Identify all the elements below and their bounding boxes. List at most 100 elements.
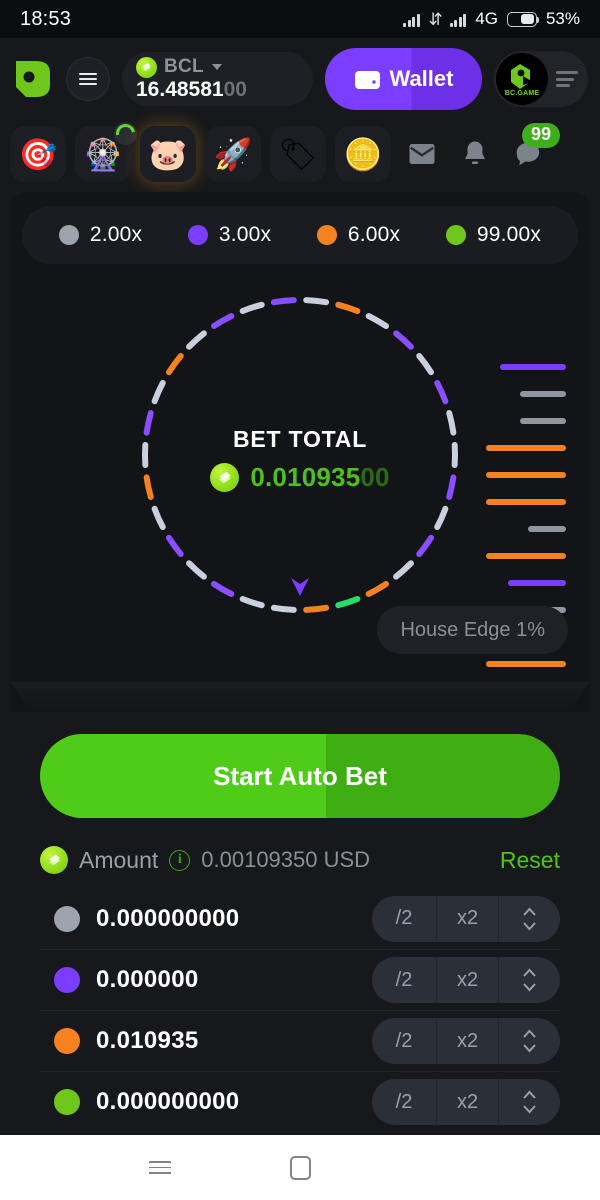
legend-label-1: 3.00x [218,223,272,246]
bet-row-0[interactable]: 0.000000000/2 x2 [40,888,560,949]
home-button[interactable] [270,1148,330,1188]
balance-dim: 00 [223,78,247,102]
recents-button[interactable] [130,1148,190,1188]
chat-button[interactable]: 99 [506,123,560,176]
wheel-segment-26 [186,330,207,350]
bet-row-3[interactable]: 0.000000000/2 x2 [40,1071,560,1132]
bcl-coin-icon-amount [40,846,68,874]
bet-total-value-main: 0.010935 [250,462,361,492]
notifications-button[interactable] [453,132,497,176]
result-bar-8 [508,580,566,586]
wheel-segment-2 [365,313,389,330]
quick-tile-wheel[interactable]: 🎡 [75,122,137,182]
quick-tile-target[interactable]: 🎯 [10,126,66,182]
bcl-coin-icon-center [210,463,240,492]
account-area[interactable]: BC.GAME [494,51,588,107]
wheel-segment-8 [446,474,457,500]
legend-item-1[interactable]: 3.00x [187,223,272,247]
bet-row-dot-0 [54,905,80,932]
fortune-wheel[interactable] [123,278,477,632]
network-type-label: 4G [475,9,498,28]
chat-bubble-icon [516,142,540,166]
chat-unread-badge: 99 [521,123,560,148]
spinner-arrows-1[interactable] [498,957,560,1003]
bet-row-value-2: 0.010935 [96,1027,199,1054]
halve-button-2[interactable]: /2 [395,1029,413,1052]
status-bar: 18:53 ⇵ 4G 53% [0,0,600,38]
wheel-segment-16 [239,596,265,609]
bet-row-dot-3 [54,1089,80,1115]
legend-item-2[interactable]: 6.00x [316,223,401,247]
wheel-segment-11 [393,560,414,580]
chevron-down-icon[interactable] [211,64,222,71]
bet-row-1[interactable]: 0.000000/2 x2 [40,949,560,1010]
back-button[interactable] [410,1148,470,1195]
double-button-0[interactable]: x2 [436,895,498,942]
wallet-button[interactable]: Wallet [325,48,482,110]
quick-access-bar: 🎯 🎡 🐷 🚀 🏷 🪙 99 [0,120,600,192]
halve-button-1[interactable]: /2 [395,968,413,991]
double-button-3[interactable]: x2 [436,1079,498,1125]
hamburger-icon [79,70,97,89]
legend-item-0[interactable]: 2.00x [58,223,142,247]
quick-tile-coin[interactable]: 🪙 [335,126,391,182]
wallet-icon [354,68,381,90]
wheel-segment-24 [151,379,166,405]
battery-percent-label: 53% [545,9,580,28]
wheel-segment-27 [211,313,235,330]
start-auto-bet-button[interactable]: Start Auto Bet [40,734,560,818]
wheel-segment-20 [151,505,166,531]
quick-tile-rocket[interactable]: 🚀 [205,126,261,182]
quick-tile-piggy[interactable]: 🐷 [140,126,196,182]
avatar[interactable]: BC.GAME [496,53,548,105]
bet-stepper-1: /2 x2 [372,957,560,1003]
wheel-segment-28 [239,301,265,314]
spinner-arrows-0[interactable] [498,895,560,942]
spinner-arrows-3[interactable] [498,1079,560,1125]
halve-button-3[interactable]: /2 [395,1090,413,1113]
halve-button-0[interactable]: /2 [395,907,413,929]
reset-button[interactable]: Reset [499,846,560,873]
main-menu-button[interactable] [66,57,110,101]
bet-row-2[interactable]: 0.010935/2 x2 [40,1010,560,1071]
balance-amount: 16.4858100 [136,79,299,101]
status-time: 18:53 [20,7,72,30]
legend-dot-0 [58,225,79,245]
side-menu-icon[interactable] [556,68,578,91]
bet-total-display: BET TOTAL 0.01093500 [150,426,450,493]
result-bar-1 [520,391,566,397]
bet-row-dot-2 [54,1028,80,1054]
signal-bars-icon-2 [449,12,467,27]
signal-bars-icon-1 [403,12,420,27]
wheel-segment-13 [335,596,361,609]
balance-selector[interactable]: BCL 16.4858100 [122,52,313,106]
chevron-updown-icon [523,1029,536,1053]
wheel-segment-17 [211,580,235,597]
bet-total-amount-row: 0.01093500 [150,462,450,493]
game-panel: 2.00x 3.00x 6.00x 99.00x BET TOTAL [10,192,590,712]
double-button-1[interactable]: x2 [436,957,498,1003]
chevron-updown-icon [523,968,536,992]
result-bar-0 [500,364,566,370]
wheel-segment-21 [143,474,154,500]
legend-dot-3 [445,225,466,245]
result-bar-2 [520,418,566,424]
chevron-updown-icon [523,907,536,930]
wheel-segment-12 [365,580,389,597]
bcgame-logo-icon[interactable] [12,57,54,101]
mail-button[interactable] [400,132,444,176]
result-bar-5 [486,499,566,505]
progress-ring-icon [114,122,137,145]
legend-label-2: 6.00x [347,223,401,246]
spinner-arrows-2[interactable] [498,1018,560,1064]
bet-total-value: 0.01093500 [250,462,389,493]
quick-tile-tag[interactable]: 🏷 [270,126,326,182]
bet-stepper-3: /2 x2 [372,1079,560,1125]
result-bar-6 [528,526,566,532]
info-icon[interactable]: i [169,849,191,871]
result-bar-7 [486,553,566,559]
balance-currency-row: BCL [136,56,299,78]
house-edge-badge[interactable]: House Edge 1% [377,606,568,654]
double-button-2[interactable]: x2 [436,1018,498,1064]
legend-item-3[interactable]: 99.00x [445,223,541,247]
